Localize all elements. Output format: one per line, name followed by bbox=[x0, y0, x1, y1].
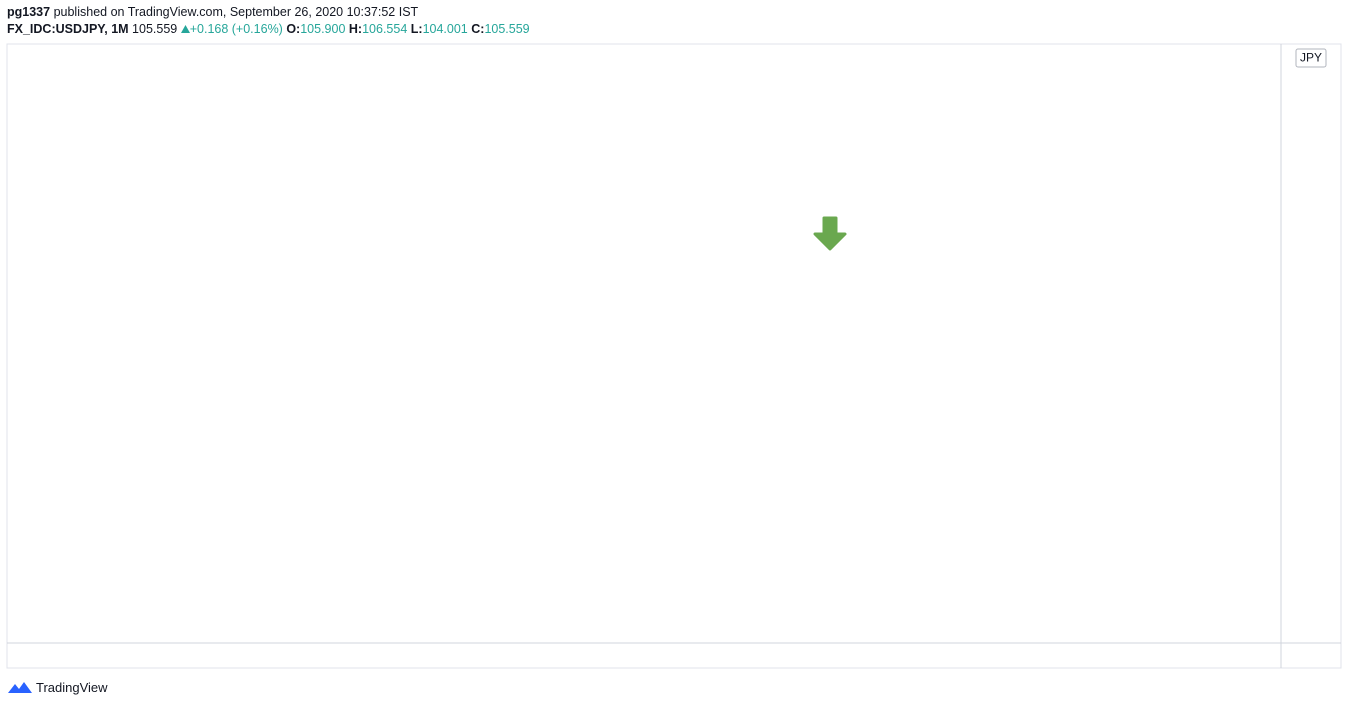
open: 105.900 bbox=[300, 22, 346, 36]
ohlc-line: FX_IDC:USDJPY, 1M 105.559 +0.168 (+0.16%… bbox=[7, 22, 530, 36]
brand: TradingView bbox=[36, 680, 108, 695]
chart-frame bbox=[6, 43, 1342, 669]
close: 105.559 bbox=[484, 22, 530, 36]
open-label: O: bbox=[286, 22, 301, 36]
high: 106.554 bbox=[362, 22, 408, 36]
change: +0.168 (+0.16%) bbox=[189, 22, 283, 36]
price: 105.559 bbox=[132, 22, 178, 36]
currency-box bbox=[1295, 48, 1327, 68]
close-label: C: bbox=[471, 22, 485, 36]
high-label: H: bbox=[348, 22, 363, 36]
symbol: FX_IDC:USDJPY, 1M bbox=[7, 22, 129, 36]
footer: TradingView bbox=[8, 680, 108, 695]
up-triangle bbox=[180, 25, 190, 33]
low-label: L: bbox=[410, 22, 423, 36]
currency: JPY bbox=[1300, 51, 1322, 65]
low: 104.001 bbox=[422, 22, 468, 36]
logo bbox=[8, 681, 32, 693]
published: published on TradingView.com, September … bbox=[53, 5, 419, 19]
down-arrow bbox=[813, 216, 847, 251]
publish-line: pg1337 published on TradingView.com, Sep… bbox=[7, 5, 418, 19]
publisher: pg1337 bbox=[7, 5, 51, 19]
